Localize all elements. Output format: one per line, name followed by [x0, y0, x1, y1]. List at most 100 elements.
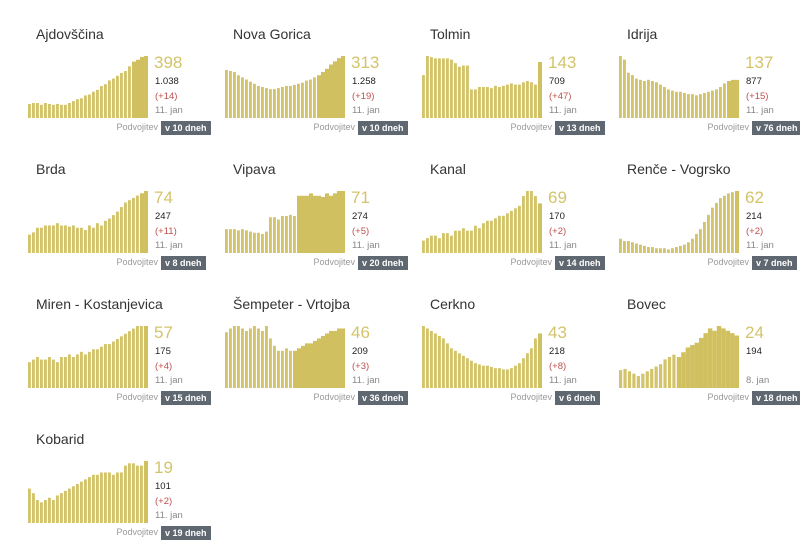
bar — [526, 353, 529, 388]
bar — [659, 84, 662, 118]
bar — [647, 79, 650, 118]
bar — [289, 214, 292, 253]
bar — [108, 344, 111, 388]
trend-chart — [28, 326, 148, 388]
bar — [257, 85, 260, 118]
bar — [64, 357, 67, 388]
doubling-label: Podvojitev — [313, 392, 355, 402]
bar — [685, 347, 691, 388]
bar — [317, 338, 321, 388]
municipality-card: Miren - Kostanjevica 57 175 (+4) 11. jan Podv… — [28, 270, 218, 405]
doubling-badge: v 8 dneh — [161, 256, 206, 270]
bar — [434, 58, 437, 118]
card-title: Tolmin — [430, 26, 471, 42]
bar — [124, 202, 127, 253]
bar — [120, 207, 123, 253]
bar — [44, 225, 47, 253]
bar — [538, 203, 542, 253]
bar — [140, 193, 144, 253]
data-date: 11. jan — [746, 240, 774, 251]
bar — [72, 357, 75, 388]
bar — [462, 65, 465, 118]
doubling-badge: v 76 dneh — [752, 121, 800, 135]
doubling-label: Podvojitev — [116, 257, 158, 267]
bar — [510, 210, 513, 253]
bar — [92, 91, 95, 118]
doubling-badge: v 15 dneh — [161, 391, 211, 405]
bar — [506, 84, 509, 118]
bar — [321, 335, 325, 388]
bar — [253, 83, 256, 118]
card-title: Brda — [36, 161, 66, 177]
bar — [498, 215, 501, 253]
bar — [48, 357, 51, 388]
bar — [667, 89, 670, 118]
bar — [619, 56, 622, 118]
bar — [707, 91, 710, 118]
bar — [104, 344, 107, 388]
bar — [36, 500, 39, 523]
active-cases: 43 — [548, 323, 567, 342]
bar — [76, 483, 79, 523]
bar — [237, 326, 240, 388]
bar — [731, 79, 735, 118]
bar — [341, 56, 345, 118]
bar — [522, 195, 525, 253]
bar — [136, 326, 139, 388]
bar — [659, 248, 662, 253]
card-title: Kanal — [430, 161, 466, 177]
bar — [695, 95, 698, 118]
doubling-badge: v 13 dneh — [555, 121, 605, 135]
bar — [707, 328, 713, 388]
bar — [84, 354, 87, 388]
bar — [636, 376, 640, 388]
bar — [80, 481, 83, 523]
bar — [667, 249, 670, 253]
trend-chart — [28, 461, 148, 523]
bar — [494, 368, 497, 388]
bar — [120, 72, 123, 118]
bar — [490, 366, 493, 388]
bar — [458, 230, 461, 253]
bar — [108, 80, 111, 118]
bar — [52, 104, 55, 118]
bar — [530, 82, 533, 118]
bar — [454, 63, 457, 118]
bar — [699, 94, 702, 118]
bar — [707, 214, 710, 253]
bar — [253, 232, 256, 253]
bar — [225, 332, 228, 388]
bar — [104, 472, 107, 523]
bar — [466, 358, 469, 388]
bar — [88, 94, 91, 118]
cumulative-cases: 709 — [549, 76, 565, 87]
cumulative-cases: 877 — [746, 76, 762, 87]
data-date: 11. jan — [352, 105, 380, 116]
bar — [116, 75, 119, 118]
card-title: Nova Gorica — [233, 26, 311, 42]
bar — [293, 84, 296, 118]
bar — [277, 88, 280, 118]
bar — [68, 488, 71, 523]
bar — [313, 340, 317, 388]
bar — [329, 330, 333, 388]
bar — [116, 211, 119, 253]
bar — [76, 99, 79, 118]
bar — [245, 230, 248, 253]
bar — [64, 490, 67, 523]
bar — [679, 245, 682, 253]
bar — [498, 87, 501, 118]
bar — [679, 91, 682, 118]
bar — [712, 330, 717, 388]
active-cases: 46 — [351, 323, 370, 342]
trend-chart — [225, 326, 345, 388]
bar — [48, 103, 51, 118]
bar — [651, 81, 654, 118]
bar — [96, 89, 99, 118]
municipality-card: Šempeter - Vrtojba 46 209 (+3) 11. jan Podvoj… — [225, 270, 415, 405]
bar — [731, 192, 734, 253]
bar — [305, 195, 309, 253]
bar — [474, 89, 477, 118]
data-date: 11. jan — [155, 105, 183, 116]
bar — [265, 88, 268, 118]
